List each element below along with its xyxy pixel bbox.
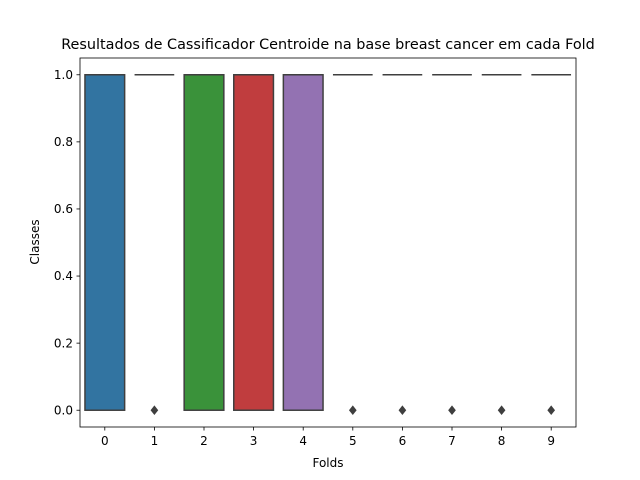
box-fold-3 (233, 74, 275, 411)
x-tick-label-4: 4 (299, 434, 307, 448)
x-tick-label-1: 1 (151, 434, 159, 448)
outlier-fold-9-0 (547, 405, 556, 416)
outlier-fold-1-0 (150, 405, 159, 416)
y-tick-label-3: 0.6 (54, 202, 73, 216)
y-tick-label-2: 0.4 (54, 269, 73, 283)
x-tick-label-2: 2 (200, 434, 208, 448)
chart-title: Resultados de Cassificador Centroide na … (61, 37, 595, 53)
box-fold-2 (183, 74, 225, 411)
y-tick-label-0: 0.0 (54, 403, 73, 417)
box-fold-4 (282, 74, 324, 411)
x-tick-label-6: 6 (399, 434, 407, 448)
y-tick-label-5: 1.0 (54, 68, 73, 82)
x-axis-label: Folds (312, 456, 343, 470)
x-tick-label-8: 8 (498, 434, 506, 448)
outlier-fold-6-0 (398, 405, 407, 416)
box-fold-0 (84, 74, 126, 411)
x-tick-label-9: 9 (547, 434, 555, 448)
y-tick-label-4: 0.8 (54, 135, 73, 149)
plot-area: 0.0 0.2 0.4 0.6 0.8 1.0 0 1 2 3 4 5 6 7 8 9 (54, 57, 577, 448)
outlier-fold-5-0 (348, 405, 357, 416)
axes-frame (79, 57, 577, 428)
x-tick-label-5: 5 (349, 434, 357, 448)
x-tick-label-7: 7 (448, 434, 456, 448)
outlier-fold-7-0 (448, 405, 456, 416)
y-tick-label-1: 0.2 (54, 336, 73, 350)
outlier-fold-8-0 (497, 405, 506, 416)
x-tick-label-0: 0 (101, 434, 109, 448)
y-axis-label: Classes (28, 219, 42, 264)
x-tick-label-3: 3 (250, 434, 258, 448)
